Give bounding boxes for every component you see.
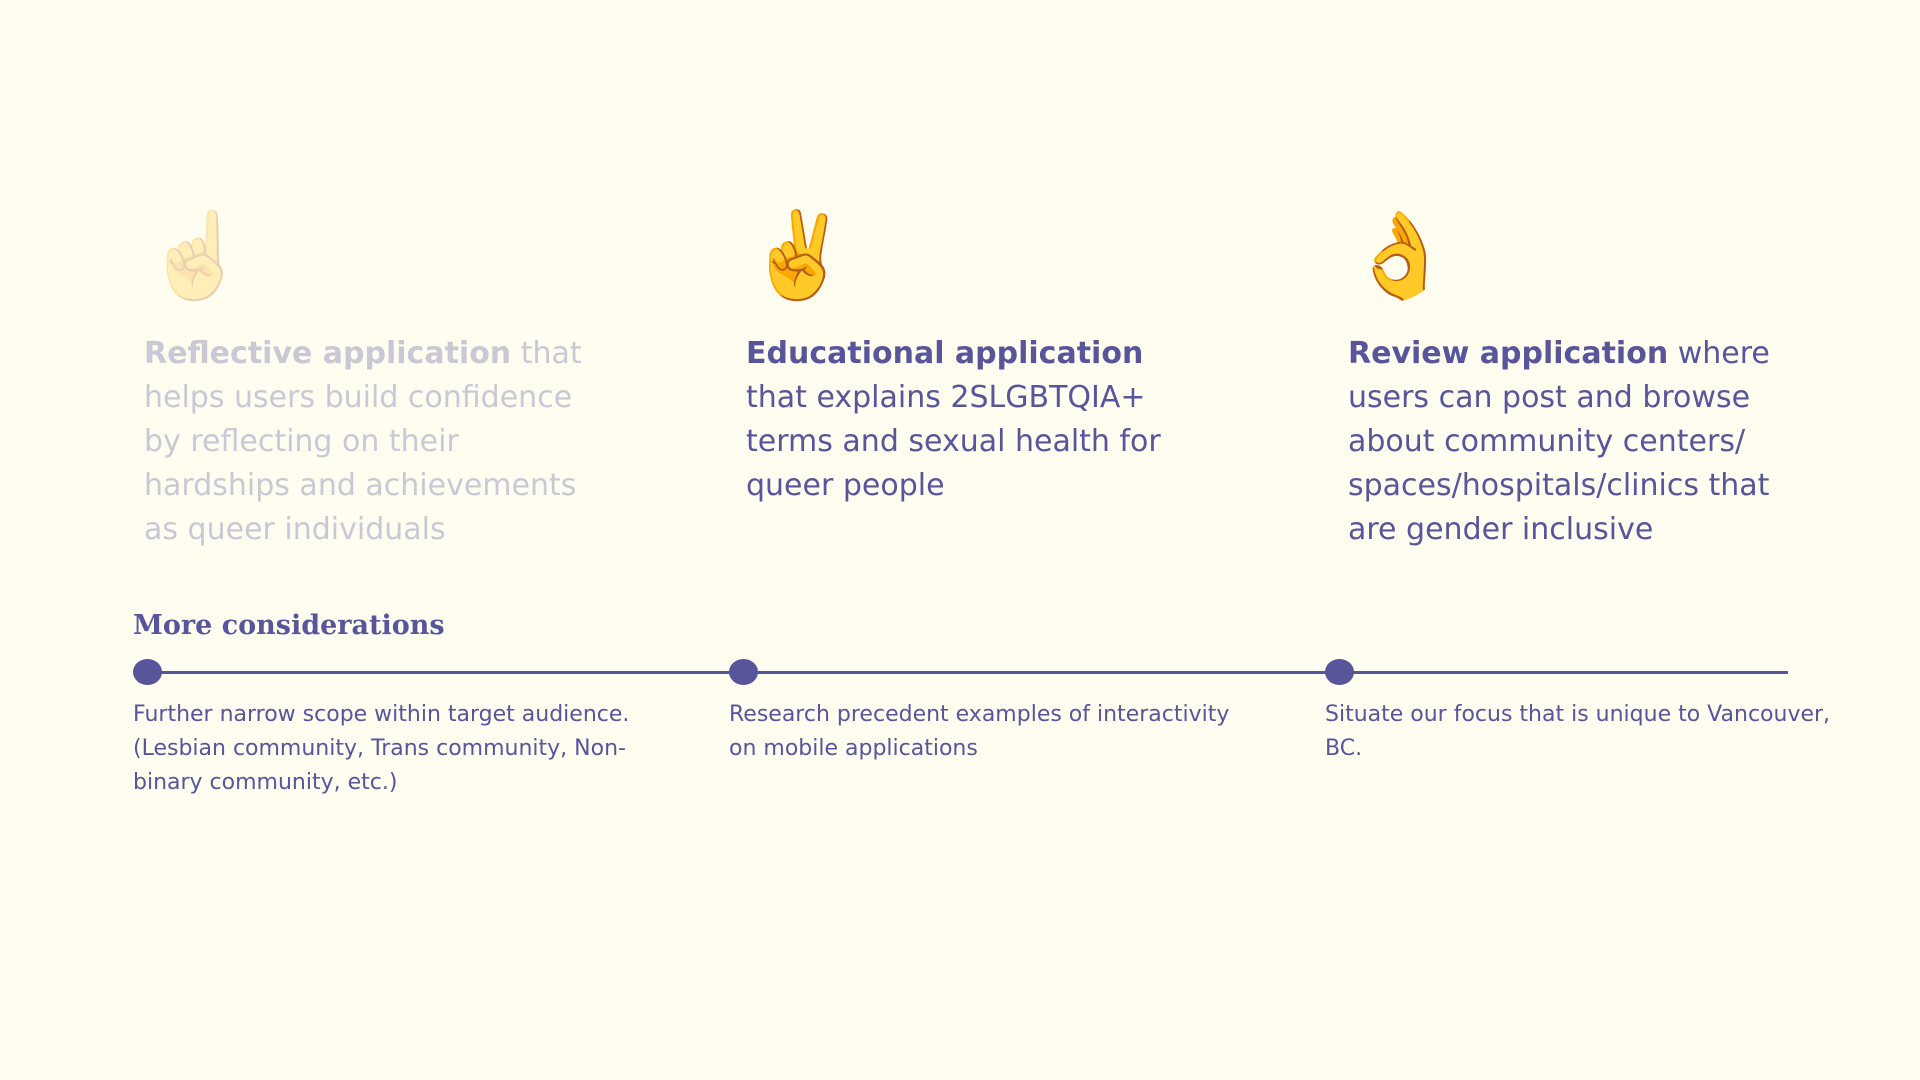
consideration-item: Situate our focus that is unique to Vanc… [1325,702,1831,761]
victory-hand-icon: ✌️ [746,206,851,304]
educational-application-title: Educational application [746,336,1144,371]
educational-application-text: that explains 2SLGBTQIA+ terms and sexua… [746,380,1161,503]
educational-application-description: Educational application that explains 2S… [746,332,1206,508]
educational-application-card: ✌️ Educational application that explains… [746,200,1206,508]
reflective-application-card: ☝️ Reflective application that helps use… [144,200,604,552]
review-application-description: Review application where users can post … [1348,332,1808,552]
timeline-line [147,671,1788,674]
timeline-dot [133,659,162,685]
considerations-timeline [133,657,1788,687]
consideration-item: Further narrow scope within target audie… [133,702,630,795]
review-application-card: 👌 Review application where users can pos… [1348,200,1808,552]
index-pointing-up-icon: ☝️ [144,206,249,304]
reflective-application-description: Reflective application that helps users … [144,332,604,552]
more-considerations-heading: More considerations [133,610,445,641]
reflective-application-title: Reflective application [144,336,512,371]
review-application-title: Review application [1348,336,1669,371]
timeline-dot [729,659,758,685]
review-application-text: where users can post and browse about co… [1348,336,1770,547]
ok-hand-icon: 👌 [1348,206,1453,304]
timeline-dot [1325,659,1354,685]
reflective-application-text: that helps users build confidence by ref… [144,336,582,547]
consideration-item: Research precedent examples of interacti… [729,702,1230,761]
